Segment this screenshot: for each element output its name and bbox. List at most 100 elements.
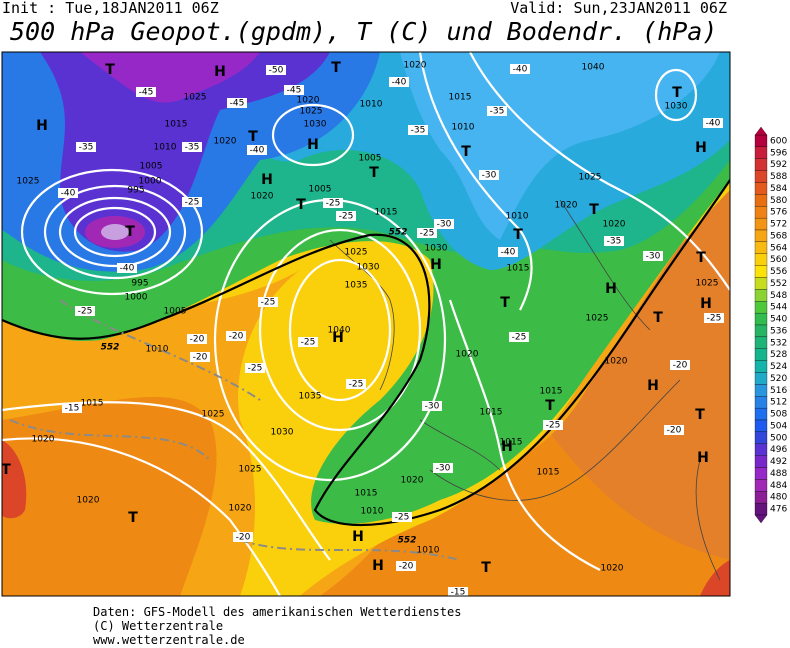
- colorbar-swatch: [754, 241, 768, 254]
- temperature-label-box: [704, 313, 724, 323]
- colorbar-label: 572: [770, 220, 787, 230]
- temperature-label-box: [643, 251, 663, 261]
- colorbar-label: 488: [770, 469, 787, 479]
- colorbar-label: 544: [770, 303, 787, 313]
- colorbar-swatch: [754, 491, 768, 504]
- pressure-label: 1015: [375, 208, 398, 218]
- colorbar-swatch: [754, 229, 768, 243]
- temperature-label-box: [670, 360, 690, 370]
- temperature-label: -20: [193, 353, 208, 363]
- temperature-label-box: [479, 170, 499, 180]
- temperature-label: -25: [420, 229, 435, 239]
- temperature-label-box: [76, 142, 96, 152]
- pressure-label: 1025: [300, 107, 323, 117]
- temperature-label: -25: [301, 338, 316, 348]
- pressure-label: 1020: [605, 357, 628, 367]
- colorbar-label: 520: [770, 374, 787, 384]
- pressure-center: T: [500, 295, 510, 311]
- pressure-label: 1015: [449, 93, 472, 103]
- pressure-label: 1015: [537, 468, 560, 478]
- pressure-center: H: [372, 558, 384, 574]
- temperature-label-box: [298, 337, 318, 347]
- temperature-label: -40: [501, 248, 516, 258]
- pressure-center: T: [695, 407, 705, 423]
- pressure-center: T: [1, 462, 11, 478]
- pressure-label: 1020: [214, 137, 237, 147]
- map-title: 500 hPa Geopot.(gpdm), T (C) und Bodendr…: [10, 17, 717, 46]
- temperature-label: -30: [425, 402, 440, 412]
- temperature-label-box: [62, 403, 82, 413]
- contour-label: 552: [101, 343, 120, 353]
- pressure-center: T: [696, 250, 706, 266]
- pressure-label: 1025: [17, 177, 40, 187]
- colorbar-label: 512: [770, 398, 787, 408]
- colorbar-label: 588: [770, 172, 787, 182]
- colorbar-swatch: [754, 467, 768, 480]
- colorbar-label: 492: [770, 457, 787, 467]
- colorbar-label: 536: [770, 326, 787, 336]
- contour-552: [2, 179, 730, 527]
- pressure-label: 1020: [456, 350, 479, 360]
- temperature-label: -45: [287, 86, 302, 96]
- temperature-label-box: [266, 65, 286, 75]
- pressure-label: 1025: [239, 465, 262, 475]
- pressure-label: 1020: [32, 435, 55, 445]
- colorbar-label: 580: [770, 196, 787, 206]
- isobars: [2, 52, 730, 596]
- pressure-label: 1025: [579, 173, 602, 183]
- field-red: [2, 440, 27, 519]
- temperature-label: -35: [607, 237, 622, 247]
- temperature-label: -15: [65, 404, 80, 414]
- temperature-label: -20: [229, 332, 244, 342]
- temperature-label-box: [136, 87, 156, 97]
- temperature-label: -35: [411, 126, 426, 136]
- pressure-label: 1020: [229, 504, 252, 514]
- temperature-label: -25: [707, 314, 722, 324]
- pressure-label: 1025: [345, 248, 368, 258]
- temperature-label: -20: [190, 335, 205, 345]
- pressure-center: H: [352, 529, 364, 545]
- temperature-label: -40: [706, 119, 721, 129]
- temperature-label: -25: [349, 380, 364, 390]
- colorbar-swatch: [754, 182, 768, 195]
- pressure-center: H: [307, 137, 319, 153]
- temperature-label-box: [247, 145, 267, 155]
- contour-label: 552: [389, 228, 408, 238]
- colorbar-arrow-bottom: [754, 514, 768, 524]
- colorbar-label: 552: [770, 279, 787, 289]
- pressure-label: 1015: [507, 264, 530, 274]
- colorbar-label: 476: [770, 505, 787, 515]
- colorbar-label: 496: [770, 445, 787, 455]
- temperature-label: -45: [139, 88, 154, 98]
- pressure-label: 1035: [299, 392, 322, 402]
- colorbar-label: 504: [770, 421, 787, 431]
- pressure-label: 1025: [202, 410, 225, 420]
- pressure-center: H: [647, 378, 659, 394]
- pressure-center: H: [332, 330, 344, 346]
- colorbar-swatch: [754, 431, 768, 444]
- colorbar-swatch: [754, 502, 768, 516]
- pressure-label: 1010: [361, 507, 384, 517]
- temperature-label: -40: [120, 264, 135, 274]
- temperature-label: -20: [236, 533, 251, 543]
- pressure-center: T: [653, 310, 663, 326]
- pressure-center: T: [331, 60, 341, 76]
- temperature-label-box: [117, 263, 137, 273]
- pressure-center: T: [296, 197, 306, 213]
- temperature-label: -35: [490, 107, 505, 117]
- pressure-label: 1020: [401, 476, 424, 486]
- temperature-label-box: [433, 463, 453, 473]
- pressure-label: 1040: [582, 63, 605, 73]
- pressure-center: T: [481, 560, 491, 576]
- pressure-center: T: [105, 62, 115, 78]
- temperature-label-box: [408, 125, 428, 135]
- pressure-label: 1010: [146, 345, 169, 355]
- temperature-label: -30: [482, 171, 497, 181]
- colorbar-swatch: [754, 443, 768, 456]
- pressure-center: H: [697, 450, 709, 466]
- colorbar-swatch: [754, 419, 768, 433]
- colorbar-label: 596: [770, 148, 787, 158]
- pressure-label: 1005: [140, 162, 163, 172]
- contour-label: 552: [398, 536, 417, 546]
